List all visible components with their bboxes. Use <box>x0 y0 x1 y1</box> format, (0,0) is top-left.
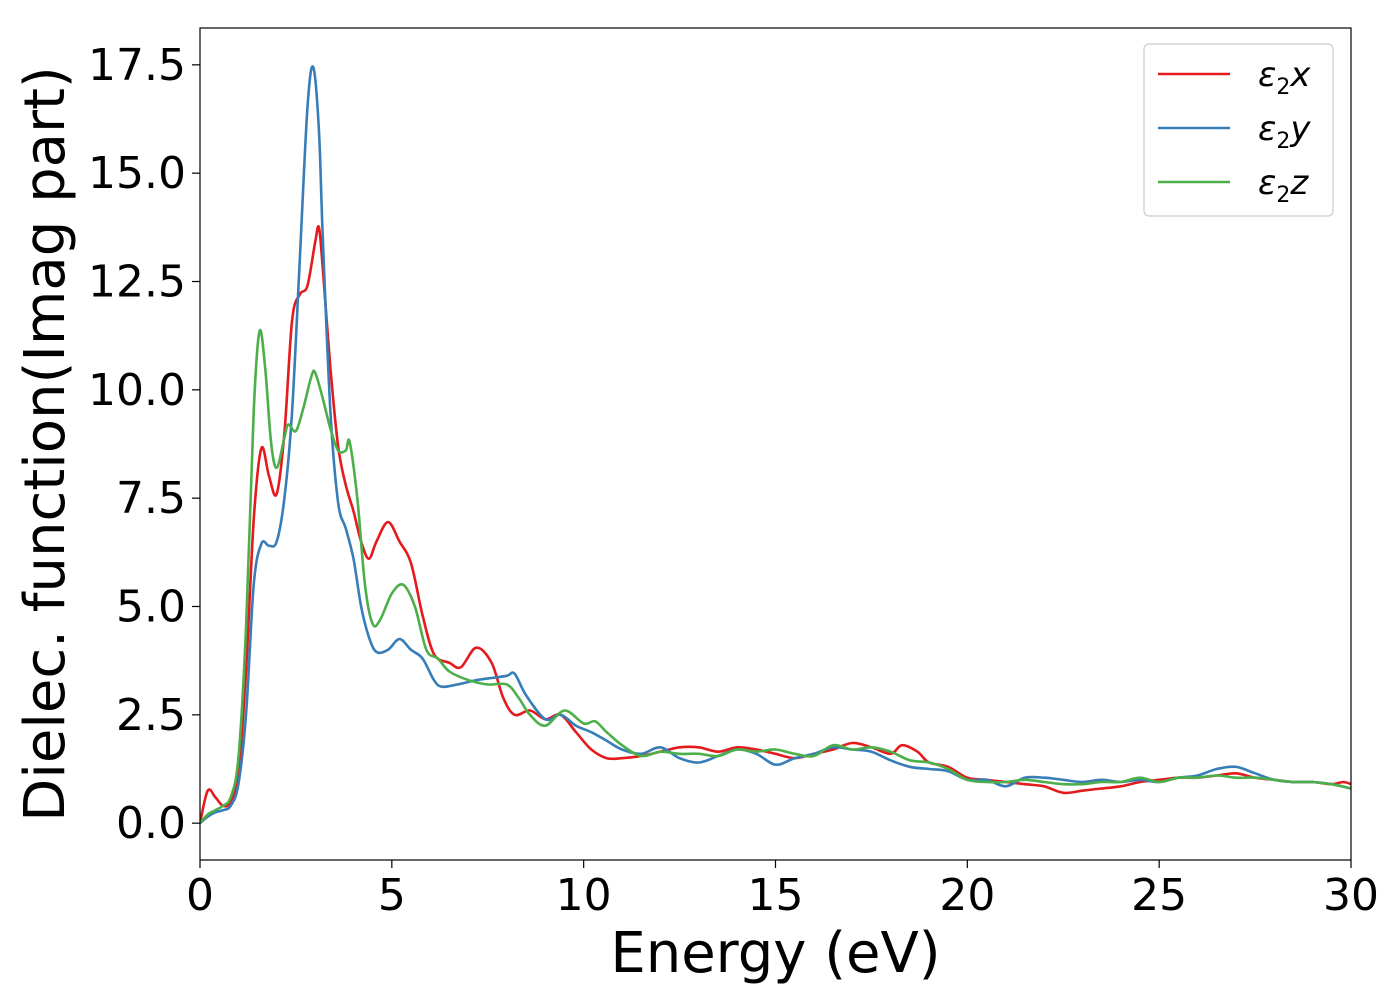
legend-epsilon: ε <box>1258 109 1276 149</box>
x-tick-label: 20 <box>939 870 995 921</box>
legend-label-z: ε2z <box>1258 163 1309 208</box>
legend-axis-letter: y <box>1289 109 1311 149</box>
x-tick-label: 30 <box>1323 870 1379 921</box>
y-axis: 0.0 2.5 5.0 7.5 10.0 12.5 15.0 17.5 <box>88 40 200 849</box>
y-tick-label: 12.5 <box>88 257 186 308</box>
y-tick-label: 2.5 <box>116 690 186 741</box>
x-tick-label: 10 <box>556 870 612 921</box>
x-tick-label: 0 <box>186 870 214 921</box>
legend-label-y: ε2y <box>1258 109 1311 154</box>
x-tick-label: 25 <box>1131 870 1187 921</box>
legend-subscript: 2 <box>1276 183 1290 208</box>
legend-label-x: ε2x <box>1258 55 1311 100</box>
series-line-z <box>200 328 1351 825</box>
y-tick-label: 0.0 <box>116 798 186 849</box>
legend-box <box>1143 43 1334 217</box>
x-axis-label: Energy (eV) <box>610 921 940 986</box>
legend-subscript: 2 <box>1276 129 1290 154</box>
legend-axis-letter: x <box>1289 55 1311 95</box>
y-axis-label: Dielec. function(Imag part) <box>13 66 78 822</box>
x-tick-label: 5 <box>378 870 406 921</box>
series-layer <box>200 65 1351 825</box>
y-tick-label: 17.5 <box>88 40 186 91</box>
y-tick-label: 10.0 <box>88 365 186 416</box>
legend-epsilon: ε <box>1258 55 1276 95</box>
legend-subscript: 2 <box>1276 75 1290 100</box>
series-line-y <box>200 65 1351 825</box>
y-tick-label: 15.0 <box>88 148 186 199</box>
x-tick-label: 15 <box>748 870 804 921</box>
y-tick-label: 7.5 <box>116 473 186 524</box>
legend-axis-letter: z <box>1289 163 1309 203</box>
y-tick-label: 5.0 <box>116 582 186 633</box>
legend-epsilon: ε <box>1258 163 1276 203</box>
x-axis: 0 5 10 15 20 25 30 <box>186 860 1379 921</box>
